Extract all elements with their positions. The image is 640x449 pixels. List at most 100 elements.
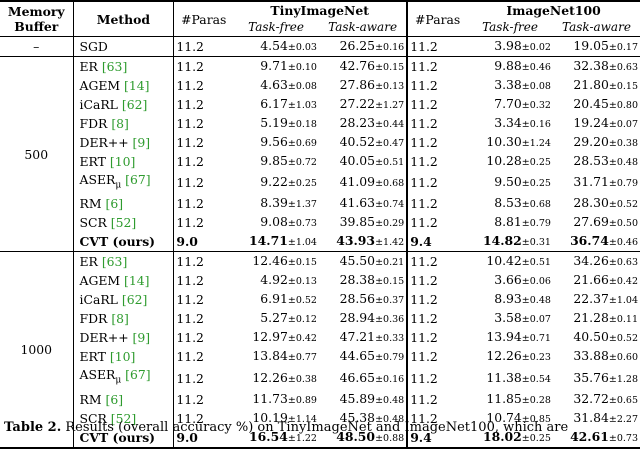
tiny-task-aware-cell: 43.93±1.42: [319, 232, 407, 252]
paras-cell: 11.2: [173, 133, 234, 152]
tiny-task-aware-cell: 40.05±0.51: [319, 152, 407, 171]
tiny-task-aware-cell-value: 45.50: [339, 253, 376, 269]
paras-cell: 9.0: [173, 232, 234, 252]
imnet-task-aware-cell-value: 29.20: [573, 134, 609, 149]
paras-cell: 11.2: [406, 95, 468, 114]
imnet-task-free-cell-value: 14.82: [482, 233, 522, 249]
tiny-task-free-cell-std: ±0.42: [287, 333, 317, 345]
table-row: iCaRL [62] 11.2 6.17±1.03 27.22±1.27 11.2 7.7…: [0, 95, 640, 114]
table-row: ASERμ [67] 11.2 9.22±0.25 41.09±0.68 11.2 9.5…: [0, 171, 640, 195]
method-name: SCR: [79, 410, 107, 426]
tiny-task-free-cell: 6.17±1.03: [233, 95, 319, 114]
tiny-task-free-cell-value: 6.17: [260, 96, 288, 111]
method-name: ER: [79, 59, 98, 74]
tiny-task-free-cell: 14.71±1.04: [233, 232, 319, 252]
paras-cell: 11.2: [406, 171, 468, 195]
imnet-task-aware-cell-value: 36.74: [570, 233, 609, 249]
imnet-task-free-cell: 10.30±1.24: [467, 133, 553, 152]
citation: [62]: [121, 97, 148, 112]
tiny-task-aware-cell: 28.23±0.44: [319, 114, 407, 133]
citation: [6]: [105, 391, 124, 407]
imnet-task-aware-cell-value: 27.69: [573, 214, 609, 230]
table-row: DER++ [9] 11.2 12.97±0.42 47.21±0.33 11.2 13.…: [0, 328, 640, 348]
paras-cell: 11.2: [406, 194, 468, 214]
paras-cell: 11.2: [406, 347, 468, 367]
tiny-task-aware-cell-value: 40.52: [339, 134, 376, 149]
tiny-task-aware-cell: 27.86±0.13: [319, 76, 407, 95]
citation: [8]: [111, 116, 129, 131]
method-name: ERT: [79, 349, 106, 365]
table-row: FDR [8] 11.2 5.19±0.18 28.23±0.44 11.2 3.34±0…: [0, 114, 640, 133]
imnet-task-aware-cell: 40.50±0.52: [553, 328, 640, 347]
imnet-task-aware-cell-value: 31.71: [573, 174, 609, 190]
imnet-task-aware-cell: 35.76±1.28: [553, 366, 640, 389]
paras-cell: 11.2: [406, 133, 468, 152]
method-cell: ERT [10]: [72, 347, 174, 367]
imnet-task-free-cell-value: 3.58: [494, 310, 522, 326]
paras-cell: 11.2: [406, 213, 468, 233]
imnet-task-aware-cell-std: ±0.79: [608, 178, 638, 190]
tiny-task-aware-cell-value: 46.65: [339, 369, 376, 385]
paras-cell: 11.2: [173, 347, 234, 367]
imnet-task-free-cell: 3.66±0.06: [467, 271, 553, 290]
method-cell: ER [63]: [72, 56, 174, 76]
paras-cell: 11.2: [173, 328, 234, 348]
method-name: AGEM: [79, 273, 121, 289]
paras-cell: 11.2: [173, 56, 234, 76]
tiny-task-free-cell: 4.92±0.13: [233, 271, 319, 290]
tiny-task-aware-cell-value: 43.93: [336, 233, 376, 249]
paras-cell: 11.2: [406, 408, 468, 428]
imnet-task-aware-cell: 34.26±0.63: [553, 252, 640, 272]
imnet-task-free-cell-value: 7.70: [494, 96, 522, 111]
imnet-task-aware-cell: 29.20±0.38: [553, 133, 640, 152]
imnet-task-free-cell-std: ±0.31: [521, 237, 551, 249]
paras-cell: 11.2: [173, 213, 234, 233]
table-row: AGEM [14] 11.2 4.63±0.08 27.86±0.13 11.2 3.38…: [0, 76, 640, 95]
tiny-task-aware-cell-value: 39.85: [339, 214, 376, 230]
imnet-task-aware-cell-value: 35.76: [573, 369, 609, 385]
tiny-task-aware-cell: 41.63±0.74: [319, 194, 407, 213]
tiny-task-aware-cell-std: ±0.13: [375, 81, 405, 92]
tiny-task-aware-cell-value: 45.38: [339, 409, 376, 425]
tiny-task-free-cell-value: 5.27: [260, 310, 288, 326]
paras-cell: 11.2: [173, 251, 234, 272]
method-name: ASER: [79, 172, 116, 187]
citation: [67]: [125, 367, 151, 383]
method-cell: DER++ [9]: [72, 328, 174, 348]
method-cell: AGEM [14]: [72, 76, 174, 95]
imnet-task-aware-cell-value: 28.30: [573, 195, 609, 211]
imnet-task-free-cell-value: 8.81: [494, 214, 522, 230]
imnet-task-aware-cell-std: ±1.28: [608, 373, 638, 385]
paras-header-tiny: #Paras: [173, 1, 234, 37]
citation: [14]: [124, 78, 150, 93]
tiny-task-aware-cell-std: ±1.42: [375, 237, 405, 249]
buffer-cell: 500: [24, 146, 49, 162]
tiny-task-aware-cell-std: ±0.51: [375, 157, 405, 168]
imnet-task-free-cell-std: ±0.51: [521, 257, 551, 269]
imnet-task-free-cell-std: ±0.06: [521, 276, 551, 288]
method-cell: iCaRL [62]: [72, 290, 174, 310]
imnet-task-free-cell-std: ±0.54: [521, 373, 551, 385]
tiny-task-free-cell-value: 14.71: [249, 233, 288, 249]
task-free-header-tiny: Task-free: [248, 20, 305, 34]
paras-cell: 11.2: [173, 36, 234, 57]
tiny-task-aware-cell: 28.38±0.15: [319, 271, 407, 290]
imnet-task-free-cell: 8.93±0.48: [467, 290, 553, 309]
imnet-task-aware-cell-value: 19.05: [573, 38, 609, 53]
paras-cell: 11.2: [406, 309, 468, 329]
tiny-task-free-cell-value: 10.19: [252, 409, 288, 425]
method-name: RM: [79, 196, 102, 212]
imnet-task-aware-cell: 27.69±0.50: [553, 213, 640, 232]
tiny-task-aware-cell-std: ±0.68: [375, 178, 405, 190]
table-row: 500 ER [63] 11.2 9.71±0.10 42.76±0.15 11.2 9.8…: [0, 56, 640, 162]
tiny-task-aware-cell-value: 26.25: [339, 38, 376, 53]
tiny-task-free-cell-std: ±0.52: [287, 295, 317, 307]
table-row: ERT [10] 11.2 9.85±0.72 40.05±0.51 11.2 10.28…: [0, 152, 640, 171]
paras-cell: 9.4: [406, 232, 468, 252]
method-name: SCR: [79, 215, 107, 231]
imnet-task-free-cell-value: 11.38: [486, 369, 522, 385]
tiny-task-aware-cell-std: ±0.16: [375, 373, 405, 385]
imnet-task-aware-cell: 33.88±0.60: [553, 347, 640, 366]
tiny-task-free-cell: 6.91±0.52: [233, 290, 319, 309]
imnet-task-aware-cell-std: ±0.60: [608, 352, 638, 364]
